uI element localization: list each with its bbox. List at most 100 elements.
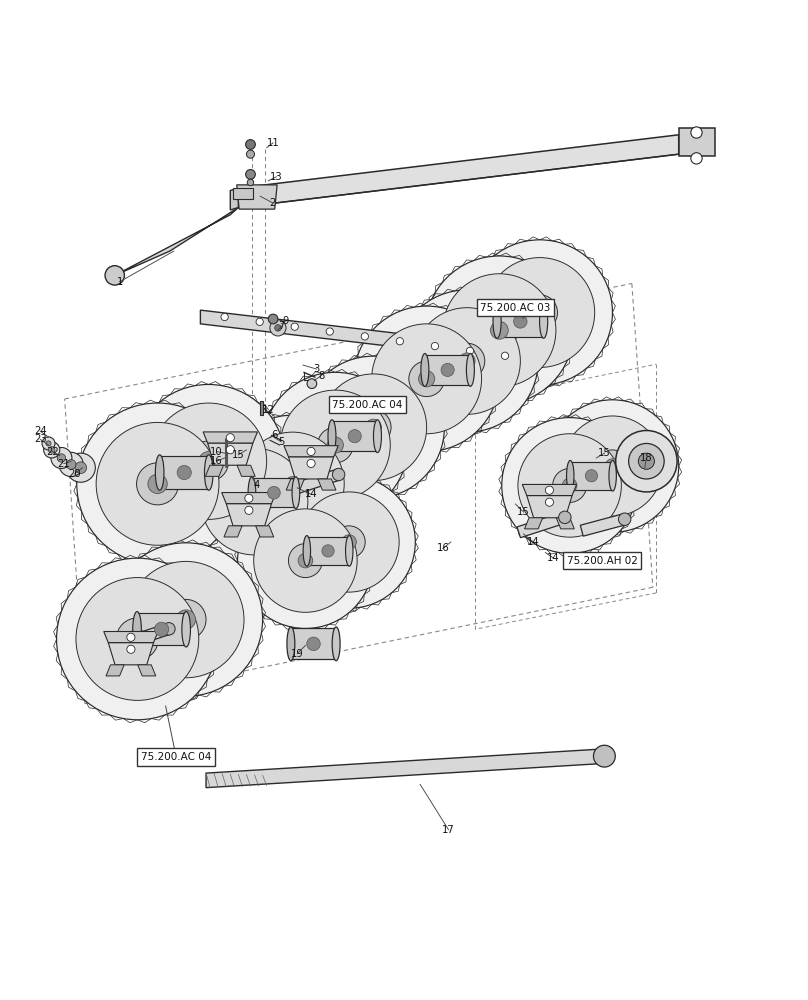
Polygon shape [517, 512, 566, 538]
Circle shape [268, 314, 278, 324]
Text: 12: 12 [262, 405, 275, 415]
Polygon shape [237, 185, 277, 209]
Polygon shape [425, 355, 470, 385]
Text: 10: 10 [210, 447, 223, 457]
Circle shape [280, 390, 390, 500]
Polygon shape [318, 479, 336, 490]
Ellipse shape [248, 477, 256, 509]
Circle shape [132, 384, 285, 538]
Circle shape [593, 745, 616, 767]
Circle shape [585, 470, 598, 482]
Text: 13: 13 [270, 172, 283, 182]
Circle shape [327, 437, 343, 453]
Circle shape [276, 467, 309, 501]
Circle shape [302, 356, 444, 498]
Polygon shape [233, 188, 253, 199]
Polygon shape [208, 443, 253, 465]
Circle shape [66, 460, 76, 469]
Circle shape [467, 240, 612, 385]
Circle shape [188, 441, 229, 481]
Circle shape [148, 474, 167, 494]
Ellipse shape [466, 353, 474, 386]
Ellipse shape [566, 460, 574, 491]
Circle shape [372, 324, 482, 434]
Circle shape [545, 498, 553, 506]
Ellipse shape [609, 460, 617, 491]
Circle shape [59, 452, 83, 477]
Polygon shape [205, 465, 224, 476]
Polygon shape [527, 496, 572, 518]
Circle shape [638, 453, 654, 469]
Circle shape [522, 295, 558, 330]
Circle shape [44, 442, 60, 458]
Circle shape [263, 372, 408, 518]
Polygon shape [679, 128, 715, 156]
Circle shape [127, 645, 135, 653]
Circle shape [332, 468, 345, 481]
Circle shape [459, 353, 475, 369]
Circle shape [96, 422, 219, 545]
Circle shape [365, 419, 381, 435]
Circle shape [691, 127, 702, 138]
Polygon shape [238, 135, 679, 208]
Polygon shape [291, 469, 340, 495]
Circle shape [326, 328, 334, 335]
Ellipse shape [204, 455, 213, 490]
Circle shape [166, 599, 206, 640]
Circle shape [333, 526, 365, 558]
Circle shape [57, 454, 65, 462]
Ellipse shape [287, 627, 295, 661]
Circle shape [409, 361, 444, 397]
Ellipse shape [373, 420, 381, 453]
Polygon shape [255, 526, 274, 537]
Circle shape [553, 468, 587, 502]
Text: 23: 23 [34, 434, 47, 444]
Ellipse shape [155, 455, 164, 490]
Circle shape [562, 478, 577, 493]
Text: 22: 22 [46, 447, 59, 457]
Circle shape [307, 447, 315, 456]
Polygon shape [106, 665, 124, 676]
Ellipse shape [303, 536, 310, 566]
Circle shape [322, 545, 335, 557]
Circle shape [356, 410, 391, 445]
Circle shape [267, 486, 280, 499]
Text: 20: 20 [68, 469, 81, 479]
Polygon shape [230, 188, 238, 210]
Circle shape [490, 321, 508, 339]
Text: 75.200.AC 03: 75.200.AC 03 [480, 303, 551, 313]
Ellipse shape [346, 536, 353, 566]
Circle shape [177, 465, 191, 480]
Circle shape [298, 553, 313, 568]
Circle shape [285, 477, 300, 491]
Circle shape [42, 437, 55, 450]
Circle shape [154, 622, 169, 636]
Ellipse shape [493, 305, 501, 338]
Circle shape [691, 153, 702, 164]
Polygon shape [200, 310, 529, 363]
Text: 16: 16 [210, 456, 223, 466]
Polygon shape [284, 446, 339, 457]
Circle shape [241, 432, 344, 536]
Polygon shape [203, 432, 258, 443]
Circle shape [137, 463, 179, 505]
Circle shape [361, 333, 368, 340]
Circle shape [629, 443, 664, 479]
Circle shape [414, 308, 520, 414]
Circle shape [318, 427, 353, 463]
Circle shape [247, 179, 254, 186]
Polygon shape [226, 504, 271, 526]
Circle shape [128, 561, 244, 678]
Text: 1: 1 [116, 277, 123, 287]
Circle shape [48, 447, 55, 453]
Polygon shape [160, 456, 208, 489]
Circle shape [201, 448, 308, 555]
Circle shape [545, 486, 553, 494]
Circle shape [247, 494, 262, 509]
Circle shape [562, 416, 663, 516]
Polygon shape [252, 478, 296, 507]
Ellipse shape [332, 627, 340, 661]
Circle shape [320, 374, 427, 481]
Ellipse shape [421, 353, 429, 386]
Circle shape [128, 629, 147, 649]
